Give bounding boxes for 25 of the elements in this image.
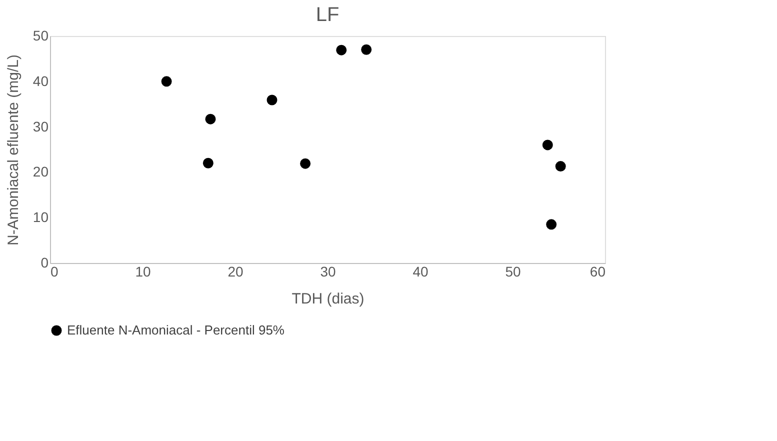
x-axis-title: TDH (dias): [292, 290, 364, 308]
point: [542, 140, 553, 150]
x-tick-label: 30: [320, 264, 336, 280]
y-tick-label: 10: [32, 209, 49, 226]
legend-label: Efluente N-Amoniacal - Percentil 95%: [67, 322, 285, 338]
point: [205, 114, 216, 124]
point: [202, 158, 214, 168]
point: [546, 219, 557, 230]
y-tick-label: 30: [32, 118, 49, 134]
x-tick-label: 60: [590, 264, 606, 280]
chart-title: LF: [316, 4, 340, 26]
point: [161, 76, 172, 87]
y-axis-title: N-Amoniacal efluente (mg/L): [4, 54, 22, 246]
x-tick-label: 20: [228, 264, 244, 280]
point: [555, 161, 566, 172]
x-tick-label: 10: [135, 264, 151, 280]
point: [336, 44, 347, 56]
x-tick-label: 40: [412, 264, 428, 280]
y-tick-label: 20: [32, 164, 49, 180]
point: [300, 158, 311, 169]
point: [361, 44, 372, 55]
point: [266, 94, 278, 106]
x-tick-label: 50: [505, 264, 521, 280]
y-tick-label: 40: [32, 72, 49, 89]
y-tick-label: 50: [32, 28, 49, 44]
